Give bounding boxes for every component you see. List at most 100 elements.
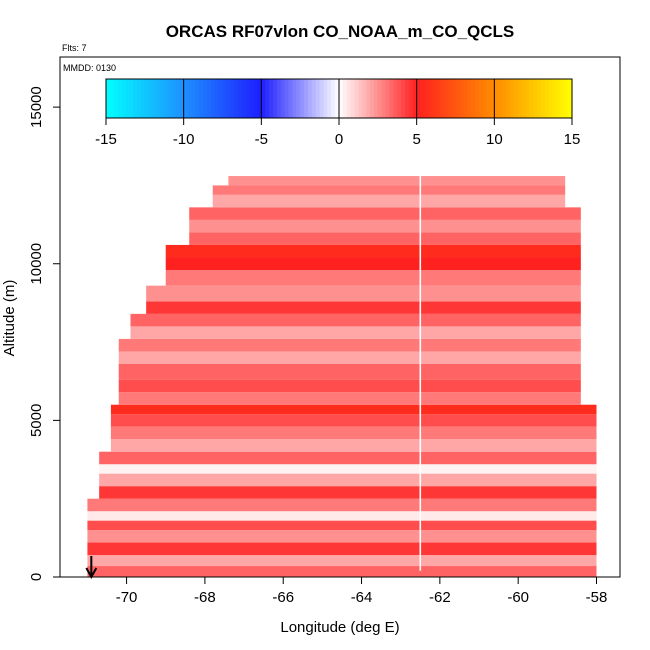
colorbar-segment [164, 79, 169, 118]
heat-cell [130, 313, 581, 327]
x-tick-label: -58 [586, 589, 608, 606]
heat-cell [212, 185, 566, 195]
colorbar-segment [261, 79, 266, 118]
colorbar-segment [230, 79, 235, 118]
flights-label: Flts: 7 [62, 43, 87, 53]
colorbar-segment [148, 79, 154, 118]
x-axis: -70 -68 -66 -64 -62 -60 -58 [116, 577, 608, 606]
colorbar-segment [319, 79, 325, 118]
colorbar-segment [222, 79, 227, 118]
colorbar-segment [432, 79, 437, 118]
colorbar-segment [447, 79, 453, 118]
colorbar-segment [537, 79, 542, 118]
colorbar-segment [300, 79, 305, 118]
heat-cell [189, 219, 581, 233]
colorbar-segment [548, 79, 554, 118]
colorbar-segment [133, 79, 138, 118]
heat-cell [165, 244, 581, 258]
colorbar-segment [117, 79, 123, 118]
colorbar-segment [253, 79, 259, 118]
heat-cell [189, 232, 581, 245]
x-tick-label: -68 [194, 589, 216, 606]
colorbar-segment [172, 79, 177, 118]
down-arrow-icon [85, 556, 98, 580]
colorbar-segment [494, 79, 499, 118]
colorbar-segment [389, 79, 394, 118]
heat-cell [87, 511, 597, 521]
colorbar-segment [366, 79, 371, 118]
colorbar-segment [125, 79, 130, 118]
colorbar-segment [315, 79, 321, 118]
colorbar-segment [529, 79, 534, 118]
colorbar-segment [424, 79, 429, 118]
y-tick-label: 5000 [28, 404, 45, 437]
colorbar-segment [311, 79, 317, 118]
y-axis-label: Altitude (m) [1, 280, 18, 357]
colorbar-segment [505, 79, 511, 118]
colorbar-tick-label: -10 [173, 131, 195, 148]
colorbar-tick-label: -5 [255, 131, 268, 148]
heat-cell [87, 530, 597, 543]
heat-cell [146, 301, 581, 314]
colorbar-segment [560, 79, 565, 118]
colorbar-segment [307, 79, 313, 118]
heat-cell [110, 404, 597, 415]
colorbar-segment [373, 79, 379, 118]
plot-frame [59, 56, 621, 578]
colorbar-segment [358, 79, 363, 118]
colorbar-segment [486, 79, 492, 118]
colorbar-segment [280, 79, 286, 118]
colorbar-segment [323, 79, 328, 118]
x-tick-label: -70 [116, 589, 138, 606]
colorbar-segment [296, 79, 301, 118]
colorbar-segment [269, 79, 274, 118]
x-tick-label: -66 [272, 589, 294, 606]
colorbar-segment [455, 79, 460, 118]
heat-cell [165, 270, 581, 286]
colorbar-segment [533, 79, 538, 118]
colorbar-segment [168, 79, 173, 118]
colorbar-segment [121, 79, 127, 118]
colorbar-segment [206, 79, 212, 118]
colorbar-segment [160, 79, 165, 118]
colorbar-segment [552, 79, 558, 118]
colorbar-segment [405, 79, 410, 118]
colorbar-segment [210, 79, 216, 118]
heat-cell [118, 379, 581, 393]
colorbar-segment [226, 79, 231, 118]
colorbar-segment [556, 79, 561, 118]
colorbar-segment [203, 79, 208, 118]
colorbar-segment [490, 79, 495, 118]
colorbar-segment [420, 79, 426, 118]
colorbar-segment [342, 79, 348, 118]
colorbar-segment [272, 79, 278, 118]
colorbar-segment [156, 79, 161, 118]
colorbar-segment [113, 79, 119, 118]
colorbar-segment [187, 79, 193, 118]
colorbar-tick-label: -15 [95, 131, 117, 148]
colorbar-segment [346, 79, 352, 118]
colorbar-segment [214, 79, 220, 118]
heat-cell [130, 326, 581, 339]
colorbar-segment [467, 79, 472, 118]
x-tick-label: -60 [507, 589, 529, 606]
colorbar-segment [544, 79, 550, 118]
colorbar-segment [327, 79, 332, 118]
heat-cell [87, 520, 597, 531]
colorbar-segment [385, 79, 391, 118]
colorbar-segment [525, 79, 530, 118]
colorbar-segment [397, 79, 402, 118]
colorbar-segment [175, 79, 181, 118]
colorbar-segment [129, 79, 134, 118]
colorbar-segment [109, 79, 115, 118]
colorbar-segment [304, 79, 309, 118]
heat-cell [87, 566, 597, 577]
colorbar-segment [471, 79, 476, 118]
colorbar-segment [144, 79, 150, 118]
heat-cell [99, 473, 597, 487]
colorbar-segment [436, 79, 441, 118]
colorbar-segment [439, 79, 445, 118]
colorbar-segment [443, 79, 449, 118]
colorbar-segment [362, 79, 367, 118]
colorbar-segment [412, 79, 418, 118]
